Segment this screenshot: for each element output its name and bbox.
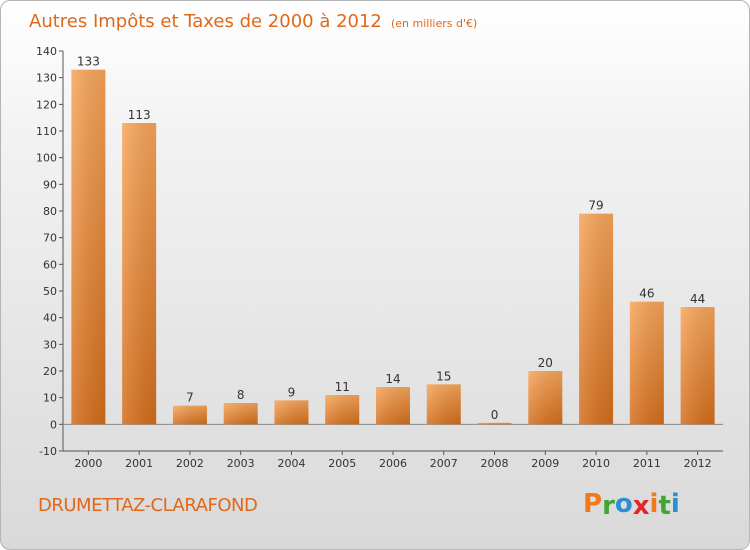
y-tick-label: 20 xyxy=(43,365,57,378)
data-label: 79 xyxy=(588,199,603,213)
y-tick-label: 60 xyxy=(43,258,57,271)
data-label: 14 xyxy=(385,372,400,386)
y-tick-label: 40 xyxy=(43,312,57,325)
data-label: 7 xyxy=(186,391,194,405)
data-label: 11 xyxy=(335,380,350,394)
y-tick-label: 90 xyxy=(43,178,57,191)
x-tick-label: 2008 xyxy=(481,457,509,470)
data-label: 113 xyxy=(128,108,151,122)
data-label: 133 xyxy=(77,55,100,69)
x-tick-label: 2006 xyxy=(379,457,407,470)
logo-letter: t xyxy=(658,491,671,521)
bar-shade xyxy=(376,387,410,425)
bars: 133 113 7 8 9 11 14 15 0 20 79 46 44 xyxy=(71,55,715,425)
y-tick-label: 110 xyxy=(36,125,57,138)
chart-title: Autres Impôts et Taxes de 2000 à 2012 xyxy=(29,11,382,32)
logo-letter: P xyxy=(583,489,603,519)
data-label: 8 xyxy=(237,388,245,402)
logo-letter: i xyxy=(670,489,680,519)
axes: -100102030405060708090100110120130140200… xyxy=(36,45,723,470)
x-tick-label: 2002 xyxy=(176,457,204,470)
y-tick-label: 70 xyxy=(43,232,57,245)
bar-shade xyxy=(172,405,207,425)
x-tick-label: 2000 xyxy=(74,457,102,470)
bar-shade xyxy=(426,384,461,425)
logo-letter: i xyxy=(649,489,659,519)
y-tick-label: 50 xyxy=(43,285,57,298)
x-tick-label: 2012 xyxy=(684,457,712,470)
x-tick-label: 2004 xyxy=(277,457,305,470)
bar-shade xyxy=(223,403,258,425)
bar-shade xyxy=(274,400,309,425)
y-tick-label: 30 xyxy=(43,338,57,351)
data-label: 46 xyxy=(639,287,654,301)
bar-shade xyxy=(71,69,106,425)
y-tick-label: 120 xyxy=(36,98,57,111)
chart-subtitle: (en milliers d'€) xyxy=(391,17,477,30)
data-label: 20 xyxy=(538,356,553,370)
data-label: 0 xyxy=(491,408,499,422)
logo-letter: r xyxy=(602,491,615,521)
y-tick-label: 130 xyxy=(36,72,57,85)
x-tick-label: 2003 xyxy=(227,457,255,470)
x-tick-label: 2011 xyxy=(633,457,661,470)
logo-letter: x xyxy=(632,491,650,521)
y-tick-label: -10 xyxy=(39,445,57,458)
y-tick-label: 10 xyxy=(43,392,57,405)
commune-name: DRUMETTAZ-CLARAFOND xyxy=(38,495,258,516)
y-tick-label: 0 xyxy=(50,418,57,431)
y-tick-label: 140 xyxy=(36,45,57,58)
y-tick-label: 80 xyxy=(43,205,57,218)
bar-shade xyxy=(122,123,157,425)
x-tick-label: 2001 xyxy=(125,457,153,470)
bar-shade xyxy=(579,213,614,425)
bar-shade xyxy=(629,301,664,425)
x-tick-label: 2007 xyxy=(430,457,458,470)
bar-shade xyxy=(528,371,563,425)
data-label: 15 xyxy=(436,369,451,383)
proxiti-logo: Proxiti xyxy=(583,489,680,521)
data-label: 9 xyxy=(288,385,296,399)
bar-shade xyxy=(477,422,512,425)
y-tick-label: 100 xyxy=(36,152,57,165)
x-tick-label: 2005 xyxy=(328,457,356,470)
logo-letter: o xyxy=(614,489,633,519)
bar-shade xyxy=(325,395,360,425)
x-tick-label: 2010 xyxy=(582,457,610,470)
bar-shade xyxy=(680,307,715,425)
data-label: 44 xyxy=(690,292,705,306)
x-tick-label: 2009 xyxy=(531,457,559,470)
